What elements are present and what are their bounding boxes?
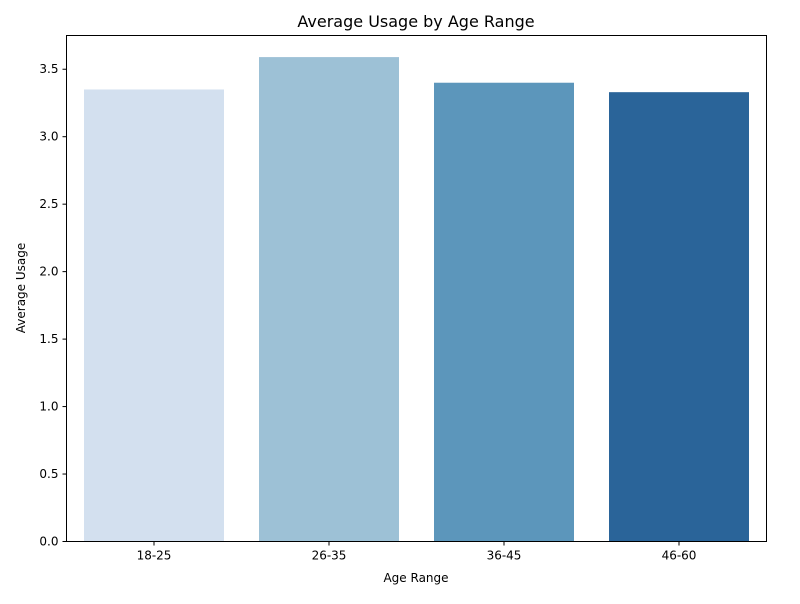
y-tick-label: 1.5: [39, 332, 58, 346]
x-axis-ticks: 18-25 26-35 36-45 46-60: [137, 541, 697, 563]
y-tick-label: 2.0: [39, 265, 58, 279]
x-tick-label: 36-45: [487, 549, 522, 563]
bars-group: [84, 57, 749, 542]
bar-36-45: [434, 82, 574, 542]
y-axis-ticks: 0.0 0.5 1.0 1.5 2.0 2.5 3.0 3.5: [39, 62, 67, 549]
y-axis-label: Average Usage: [14, 243, 28, 333]
y-tick-label: 1.0: [39, 400, 58, 414]
y-tick-label: 3.5: [39, 62, 58, 76]
bar-46-60: [609, 92, 749, 542]
x-tick-label: 26-35: [312, 549, 347, 563]
y-tick-label: 0.0: [39, 535, 58, 549]
y-tick-label: 3.0: [39, 130, 58, 144]
chart-title: Average Usage by Age Range: [297, 12, 534, 31]
x-tick-label: 18-25: [137, 549, 172, 563]
y-tick-label: 0.5: [39, 467, 58, 481]
y-tick-label: 2.5: [39, 197, 58, 211]
bar-26-35: [259, 57, 399, 542]
x-axis-label: Age Range: [383, 571, 448, 585]
plot-frame: [66, 35, 767, 542]
x-tick-label: 46-60: [662, 549, 697, 563]
bar-18-25: [84, 89, 224, 542]
